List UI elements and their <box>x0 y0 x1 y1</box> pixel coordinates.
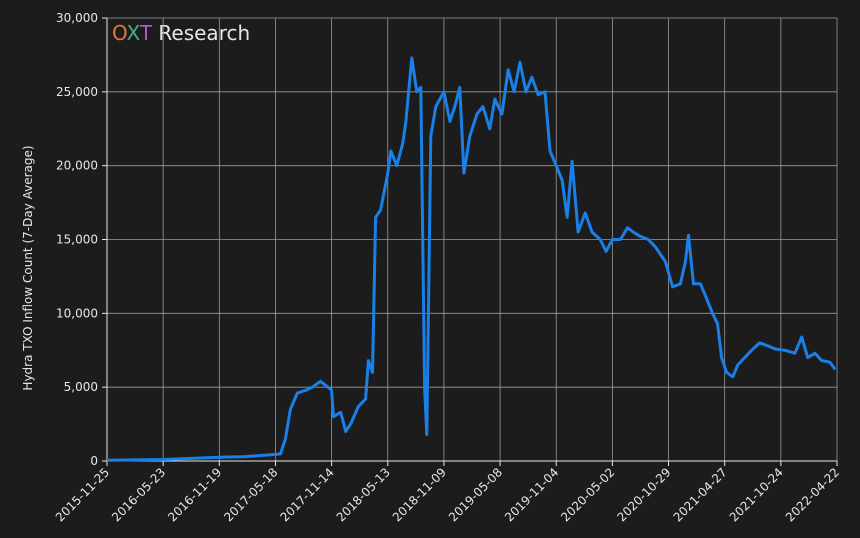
y-tick-label: 25,000 <box>56 85 98 99</box>
watermark: OXT Research <box>112 21 250 45</box>
y-tick-label: 5,000 <box>64 380 98 394</box>
watermark-part: X <box>126 21 140 45</box>
y-tick-label: 10,000 <box>56 306 98 320</box>
watermark-part: O <box>112 21 127 45</box>
y-tick-label: 30,000 <box>56 11 98 25</box>
y-axis-label: Hydra TXO Inflow Count (7-Day Average) <box>21 145 35 390</box>
y-tick-label: 15,000 <box>56 233 98 247</box>
watermark-part: T <box>139 21 153 45</box>
data-line <box>106 56 837 462</box>
watermark-part: Research <box>152 21 250 45</box>
y-tick-label: 20,000 <box>56 159 98 173</box>
y-tick-label: 0 <box>90 454 98 468</box>
